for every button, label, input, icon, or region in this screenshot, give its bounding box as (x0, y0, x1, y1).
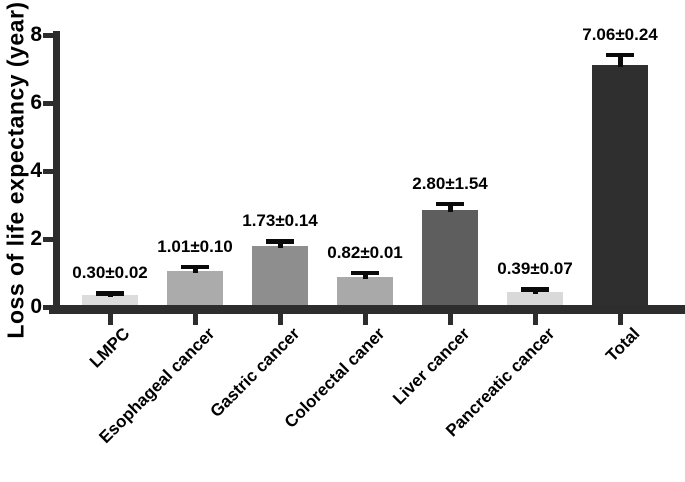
y-tick-mark (43, 304, 54, 310)
error-bar-cap (606, 52, 634, 58)
x-axis-line (49, 305, 685, 314)
bar-value-label: 1.73±0.14 (242, 211, 318, 231)
error-bar-cap (181, 264, 209, 270)
x-tick-mark (107, 314, 113, 325)
y-tick-mark (43, 236, 54, 242)
y-tick-mark (43, 168, 54, 174)
y-tick-mark (43, 32, 54, 38)
y-tick-label: 4 (30, 159, 42, 182)
bar-liver-cancer (422, 209, 478, 309)
error-bar-stem (277, 241, 283, 249)
bar-value-label: 2.80±1.54 (412, 173, 488, 193)
error-bar-cap (351, 270, 379, 276)
error-bar-cap (436, 201, 464, 207)
x-tick-mark (617, 314, 623, 325)
error-bar-stem (617, 54, 623, 67)
y-tick-mark (43, 100, 54, 106)
x-tick-mark (532, 314, 538, 325)
error-bar-stem (362, 272, 368, 280)
y-tick-label: 0 (30, 295, 42, 318)
bar-total (592, 64, 648, 309)
bar-value-label: 0.82±0.01 (327, 242, 403, 262)
y-tick-label: 6 (30, 91, 42, 114)
bar-value-label: 0.30±0.02 (72, 263, 148, 283)
bar-value-label: 1.01±0.10 (157, 236, 233, 256)
x-tick-mark (362, 314, 368, 325)
bar-gastric-cancer (252, 246, 308, 309)
x-category-label: LMPC (85, 324, 134, 372)
x-tick-mark (277, 314, 283, 325)
error-bar-stem (192, 266, 198, 273)
error-bar-cap (521, 287, 549, 292)
x-tick-mark (192, 314, 198, 325)
bar-colorectal-caner (337, 277, 393, 309)
error-bar-stem (447, 203, 453, 212)
x-tick-mark (447, 314, 453, 325)
error-bar-cap (266, 239, 294, 244)
y-axis-line (53, 31, 60, 314)
bar-value-label: 7.06±0.24 (582, 24, 658, 44)
bar-esophageal-cancer (167, 270, 223, 309)
bar-value-label: 0.39±0.07 (497, 259, 573, 279)
error-bar-cap (96, 291, 124, 296)
bar-pancreatic-cancer (507, 291, 563, 309)
y-tick-label: 8 (30, 23, 42, 46)
y-tick-label: 2 (30, 227, 42, 250)
